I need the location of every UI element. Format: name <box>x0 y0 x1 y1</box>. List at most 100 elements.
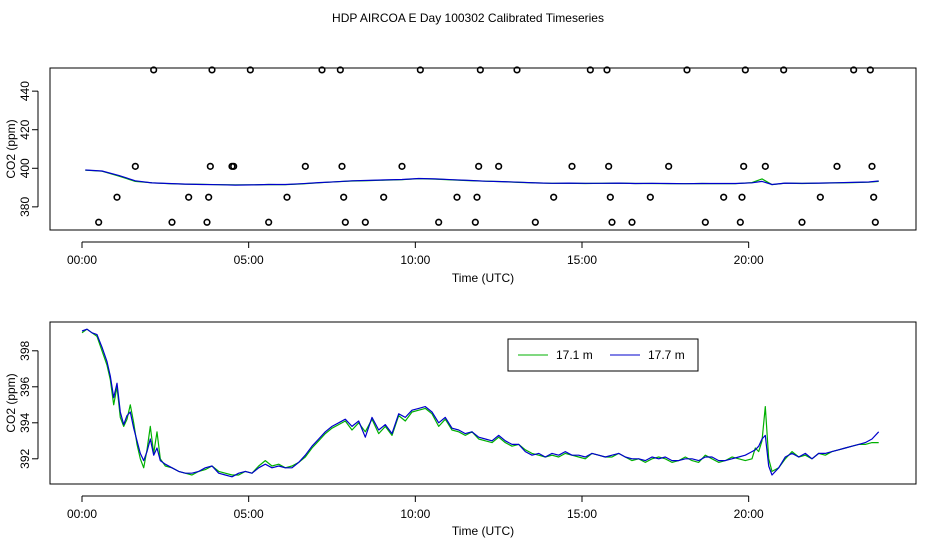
top-data-point <box>168 218 176 226</box>
top-y-tick-label: 400 <box>18 158 32 178</box>
top-y-tick-label: 420 <box>18 119 32 139</box>
top-data-point <box>435 218 443 226</box>
bottom-x-tick-label: 10:00 <box>400 507 430 521</box>
top-x-tick-label: 10:00 <box>400 253 430 267</box>
top-data-point <box>761 162 769 170</box>
top-data-point <box>95 218 103 226</box>
top-data-point <box>416 66 424 74</box>
top-data-point <box>798 218 806 226</box>
top-data-point <box>150 66 158 74</box>
top-data-point <box>338 162 346 170</box>
top-data-point <box>246 66 254 74</box>
bottom-x-axis: 00:00 05:00 10:00 15:00 20:00 <box>67 495 764 521</box>
top-plot-frame <box>49 67 917 231</box>
top-x-tick-label: 20:00 <box>734 253 764 267</box>
top-y-tick-label: 440 <box>18 81 32 101</box>
top-data-point <box>340 193 348 201</box>
top-data-point <box>683 66 691 74</box>
top-data-point <box>341 218 349 226</box>
top-data-point <box>550 193 558 201</box>
bottom-y-tick-label: 398 <box>18 340 32 360</box>
top-data-point <box>738 193 746 201</box>
bottom-x-tick-label: 05:00 <box>234 507 264 521</box>
top-x-tick-label: 00:00 <box>67 253 97 267</box>
top-data-point <box>608 218 616 226</box>
top-data-point <box>833 162 841 170</box>
bottom-y-axis: 392 394 396 398 <box>18 340 39 469</box>
bottom-series-group <box>81 328 880 478</box>
top-data-point <box>741 66 749 74</box>
top-series-line-1 <box>85 169 879 186</box>
bottom-x-axis-label: Time (UTC) <box>452 524 514 538</box>
top-data-point <box>513 66 521 74</box>
top-data-point <box>283 193 291 201</box>
bottom-y-tick-label: 394 <box>18 412 32 432</box>
top-data-point <box>380 193 388 201</box>
top-data-point <box>318 66 326 74</box>
top-data-point <box>476 66 484 74</box>
top-data-point <box>185 193 193 201</box>
top-data-point <box>301 162 309 170</box>
top-data-point <box>205 193 213 201</box>
top-panel: 00:00 05:00 10:00 15:00 20:00 380 400 420 440 T… <box>4 66 917 285</box>
top-y-axis: 380 400 420 440 <box>18 81 39 217</box>
top-x-axis-label: Time (UTC) <box>452 271 514 285</box>
top-data-point <box>605 162 613 170</box>
top-data-point <box>603 66 611 74</box>
top-data-point <box>628 218 636 226</box>
top-series-line-0 <box>85 169 879 186</box>
top-data-point <box>473 193 481 201</box>
top-data-point <box>131 162 139 170</box>
bottom-panel: 00:00 05:00 10:00 15:00 20:00 392 394 396 398 T… <box>4 321 917 538</box>
top-data-point <box>453 193 461 201</box>
top-data-point <box>701 218 709 226</box>
top-data-point <box>780 66 788 74</box>
bottom-y-tick-label: 392 <box>18 448 32 468</box>
top-series-group <box>85 169 879 186</box>
top-data-point <box>208 66 216 74</box>
top-data-point <box>850 66 858 74</box>
top-data-point <box>868 162 876 170</box>
top-data-point <box>265 218 273 226</box>
top-data-point <box>665 162 673 170</box>
top-y-tick-label: 380 <box>18 197 32 217</box>
top-data-point <box>870 193 878 201</box>
top-x-axis: 00:00 05:00 10:00 15:00 20:00 <box>67 241 764 267</box>
top-data-point <box>871 218 879 226</box>
top-x-tick-label: 15:00 <box>567 253 597 267</box>
top-data-point <box>206 162 214 170</box>
legend-label-17-1m: 17.1 m <box>556 348 593 362</box>
top-data-point <box>646 193 654 201</box>
bottom-x-tick-label: 00:00 <box>67 507 97 521</box>
top-data-point <box>230 162 238 170</box>
bottom-series-line-0 <box>81 328 879 476</box>
top-data-point <box>740 162 748 170</box>
top-data-point <box>471 218 479 226</box>
top-data-point <box>361 218 369 226</box>
top-data-point <box>398 162 406 170</box>
top-data-point <box>720 193 728 201</box>
top-data-point <box>866 66 874 74</box>
top-x-tick-label: 05:00 <box>234 253 264 267</box>
legend: 17.1 m 17.7 m <box>507 338 699 372</box>
top-data-point <box>475 162 483 170</box>
figure-title: HDP AIRCOA E Day 100302 Calibrated Times… <box>332 11 604 25</box>
bottom-y-tick-label: 396 <box>18 376 32 396</box>
top-marker-group <box>95 66 879 226</box>
top-data-point <box>531 218 539 226</box>
bottom-y-axis-label: CO2 (ppm) <box>4 373 18 432</box>
top-data-point <box>816 193 824 201</box>
bottom-x-tick-label: 20:00 <box>734 507 764 521</box>
top-data-point <box>568 162 576 170</box>
top-data-point <box>495 162 503 170</box>
legend-label-17-7m: 17.7 m <box>648 348 685 362</box>
top-data-point <box>336 66 344 74</box>
top-data-point <box>113 193 121 201</box>
top-y-axis-label: CO2 (ppm) <box>4 119 18 178</box>
top-data-point <box>586 66 594 74</box>
bottom-series-line-1 <box>81 328 880 478</box>
top-data-point <box>606 193 614 201</box>
top-data-point <box>203 218 211 226</box>
top-data-point <box>736 218 744 226</box>
